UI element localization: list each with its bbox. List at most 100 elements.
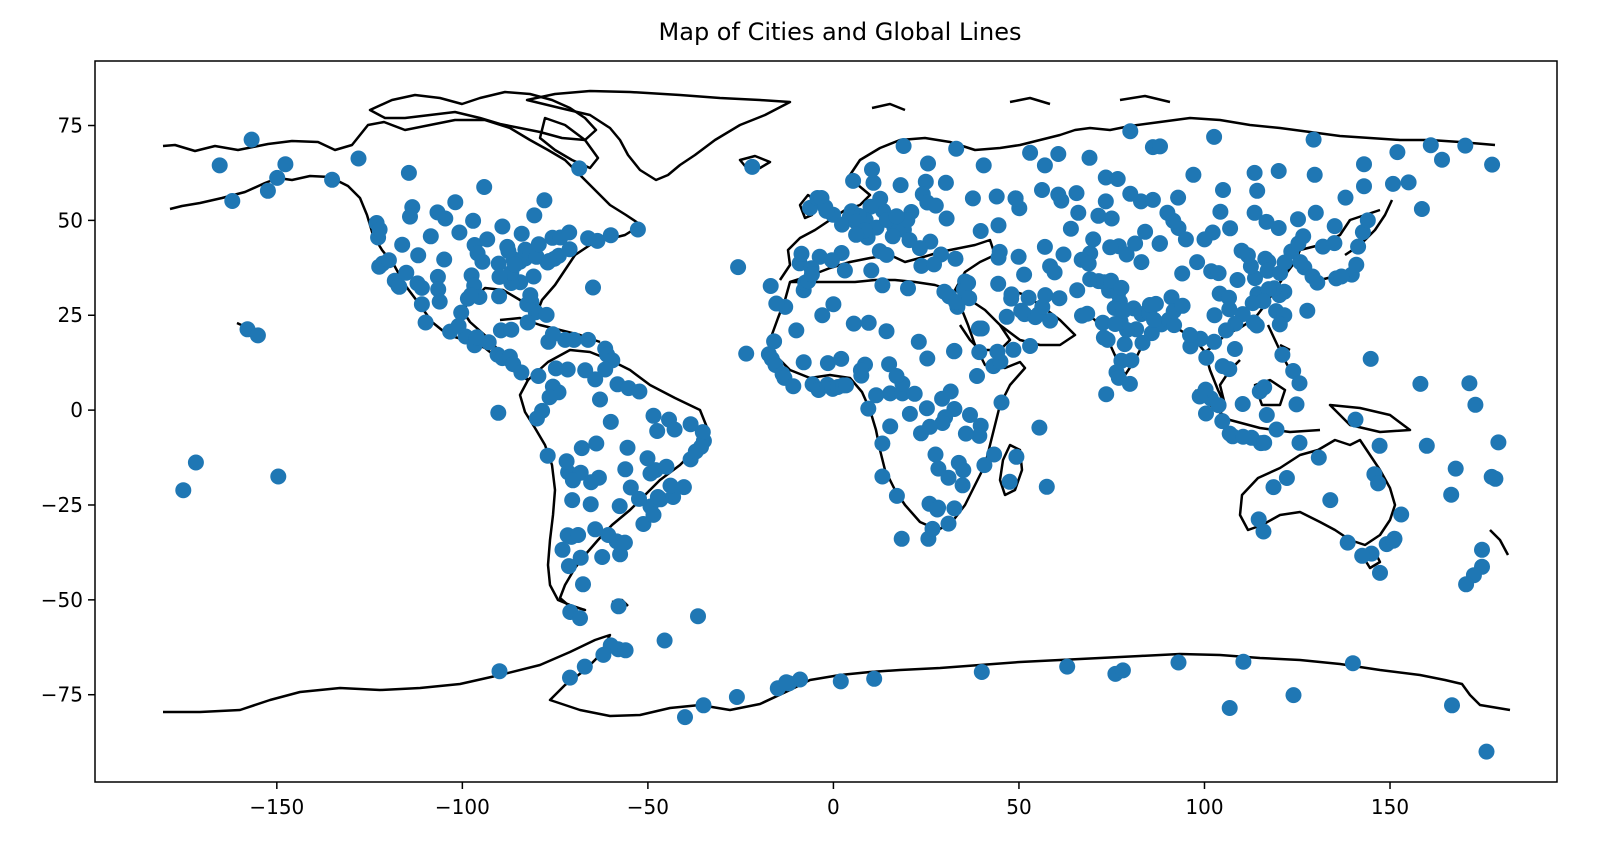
city-point xyxy=(947,250,964,267)
city-point xyxy=(1055,246,1072,263)
city-point xyxy=(1182,327,1198,343)
city-point xyxy=(882,385,899,402)
city-point xyxy=(1068,185,1085,202)
city-point xyxy=(868,387,885,404)
city-point xyxy=(937,174,954,191)
city-point xyxy=(1134,334,1151,351)
city-point xyxy=(1053,192,1070,209)
city-point xyxy=(675,479,692,496)
city-point xyxy=(793,245,810,262)
coastline-africa xyxy=(768,278,1027,532)
city-point xyxy=(1146,311,1162,328)
y-axis: 75 50 25 0 −25 −50 −75 xyxy=(41,114,95,707)
city-point xyxy=(1246,204,1263,221)
city-point xyxy=(927,197,944,214)
city-point xyxy=(1274,346,1291,363)
city-point xyxy=(971,427,988,444)
city-point xyxy=(1174,297,1191,314)
x-tick-label: −50 xyxy=(627,795,669,819)
city-point xyxy=(920,155,936,172)
city-point xyxy=(910,333,927,350)
city-point xyxy=(1309,274,1326,291)
city-point xyxy=(1270,220,1287,236)
city-point xyxy=(1036,157,1053,174)
city-point xyxy=(728,689,745,705)
x-tick-label: 150 xyxy=(1371,795,1409,819)
city-point xyxy=(666,421,683,438)
city-point xyxy=(795,354,812,371)
city-point xyxy=(823,252,840,269)
city-point xyxy=(494,218,511,235)
city-point xyxy=(865,174,882,191)
city-point xyxy=(1094,314,1111,331)
city-point xyxy=(507,256,523,273)
city-point xyxy=(561,241,578,258)
city-point xyxy=(371,221,388,238)
city-point xyxy=(468,329,485,346)
city-point xyxy=(1393,506,1410,523)
city-point xyxy=(1097,193,1114,210)
city-point xyxy=(187,454,204,471)
city-point xyxy=(1258,407,1275,423)
city-point xyxy=(582,496,599,513)
city-point xyxy=(1483,468,1500,485)
city-point xyxy=(1079,305,1096,322)
city-point xyxy=(918,400,935,417)
city-point xyxy=(913,257,930,274)
city-point xyxy=(175,482,192,499)
city-point xyxy=(380,252,397,269)
city-point xyxy=(587,371,604,388)
city-point xyxy=(848,226,865,243)
city-point xyxy=(1022,144,1039,161)
city-point xyxy=(1326,218,1343,235)
city-point xyxy=(940,515,957,532)
city-point xyxy=(878,323,895,340)
city-point xyxy=(513,225,530,242)
city-point xyxy=(564,472,581,489)
city-point xyxy=(948,140,965,157)
city-point xyxy=(878,246,895,263)
city-point xyxy=(619,439,636,456)
city-point xyxy=(1350,238,1367,255)
city-point xyxy=(1196,231,1213,248)
city-point xyxy=(491,268,508,285)
city-point xyxy=(1085,231,1102,248)
city-point xyxy=(1389,144,1406,161)
city-point xyxy=(1226,341,1243,357)
city-point xyxy=(1212,203,1229,220)
city-point xyxy=(513,364,530,381)
city-point xyxy=(961,290,978,307)
y-tick-label: 50 xyxy=(58,208,83,232)
city-point xyxy=(571,160,588,177)
city-point xyxy=(1434,151,1450,168)
city-point xyxy=(645,506,662,523)
city-point xyxy=(1359,212,1376,229)
city-point xyxy=(1467,396,1484,413)
city-point xyxy=(491,663,508,680)
city-point xyxy=(602,227,619,244)
city-point xyxy=(400,164,417,181)
city-point xyxy=(990,217,1007,234)
city-point xyxy=(562,669,578,686)
city-point xyxy=(971,344,988,361)
city-point xyxy=(946,343,962,360)
city-point xyxy=(1221,301,1238,318)
city-point xyxy=(1182,338,1199,355)
city-point xyxy=(882,418,899,435)
city-point xyxy=(645,407,662,424)
city-point xyxy=(1070,204,1087,221)
city-point xyxy=(1333,268,1350,285)
city-point xyxy=(1299,302,1316,319)
city-point xyxy=(1372,564,1388,581)
city-point xyxy=(942,383,959,400)
city-point xyxy=(1235,653,1252,670)
city-point xyxy=(642,465,659,482)
city-point xyxy=(888,487,905,504)
y-tick-label: 0 xyxy=(70,398,83,422)
city-point xyxy=(324,171,341,188)
city-point xyxy=(1371,437,1388,454)
city-point xyxy=(1322,492,1339,509)
city-point xyxy=(1484,156,1501,173)
city-point xyxy=(936,283,953,300)
